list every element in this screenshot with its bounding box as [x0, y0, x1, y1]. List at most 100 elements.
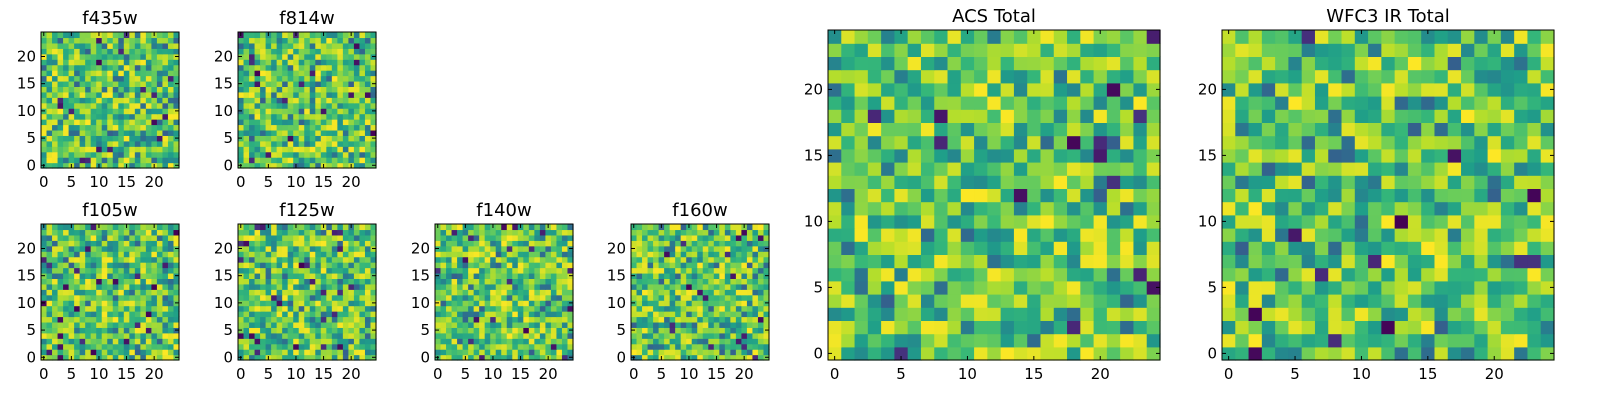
heatmap-cell [145, 113, 152, 120]
heatmap-cell [1314, 188, 1329, 203]
heatmap-cell [1222, 241, 1236, 255]
heatmap-cell [348, 75, 355, 82]
heatmap-cell [293, 124, 300, 131]
heatmap-cell [1474, 214, 1489, 229]
heatmap-cell [337, 91, 344, 98]
heatmap-cell [326, 42, 333, 49]
heatmap-cell [68, 294, 75, 301]
heatmap-cell [353, 32, 361, 39]
heatmap-cell [260, 240, 267, 247]
heatmap-cell [123, 80, 130, 87]
heatmap-cell [974, 162, 988, 176]
heatmap-cell [664, 349, 671, 356]
heatmap-cell [151, 316, 158, 323]
heatmap-cell [353, 64, 361, 71]
heatmap-cell [1487, 201, 1502, 216]
heatmap-cell [894, 320, 909, 335]
heatmap-cell [348, 251, 355, 258]
heatmap-cell [746, 251, 754, 258]
heatmap-cell [841, 333, 856, 348]
heatmap-cell [631, 251, 638, 258]
heatmap-cell [495, 294, 502, 301]
heatmap-cell [265, 75, 272, 82]
heatmap-cell [867, 320, 882, 335]
heatmap-cell [1474, 228, 1489, 242]
heatmap-cell [156, 37, 164, 44]
heatmap-cell [517, 294, 524, 301]
heatmap-cell [702, 245, 709, 252]
heatmap-cell [534, 278, 541, 285]
heatmap-cell [342, 113, 349, 120]
heatmap-cell [1500, 254, 1515, 269]
heatmap-cell [320, 42, 327, 49]
heatmap-cell [326, 245, 333, 252]
heatmap-cell [763, 224, 770, 231]
heatmap-cell [435, 256, 442, 263]
heatmap-cell [1514, 294, 1529, 308]
heatmap-cell [1354, 307, 1369, 321]
heatmap-cell [1106, 135, 1121, 150]
heatmap-cell [265, 256, 272, 263]
heatmap-cell [506, 343, 513, 350]
heatmap-cell [298, 327, 305, 334]
heatmap-cell [260, 124, 267, 131]
heatmap-cell [123, 311, 130, 318]
heatmap-cell [1421, 201, 1436, 216]
heatmap-cell [1040, 82, 1055, 97]
heatmap-cell [320, 86, 327, 93]
heatmap-cell [271, 124, 278, 131]
heatmap-cell [57, 70, 64, 77]
heatmap-cell [337, 321, 344, 328]
heatmap-cell [556, 224, 563, 231]
heatmap-cell [669, 316, 676, 323]
heatmap-cell [1000, 320, 1015, 335]
heatmap-cell [260, 135, 267, 142]
heatmap-cell [298, 53, 305, 60]
heatmap-cell [556, 327, 563, 334]
heatmap-cell [451, 305, 458, 312]
heatmap-cell [841, 320, 856, 335]
heatmap-cell [52, 97, 59, 104]
heatmap-cell [364, 48, 372, 55]
heatmap-cell [298, 311, 305, 318]
heatmap-cell [276, 251, 283, 258]
heatmap-cell [1461, 228, 1475, 242]
heatmap-cell [658, 262, 665, 269]
heatmap-cell [41, 157, 48, 164]
heatmap-cell [642, 278, 649, 285]
heatmap-cell [326, 283, 333, 290]
heatmap-cell [881, 320, 895, 335]
heatmap-cell [337, 146, 344, 153]
heatmap-cell [129, 300, 136, 307]
heatmap-cell [348, 140, 355, 147]
heatmap-cell [271, 332, 278, 339]
heatmap-cell [680, 332, 687, 339]
heatmap-cell [364, 305, 372, 312]
heatmap-cell [90, 332, 97, 339]
heatmap-cell [479, 349, 486, 356]
heatmap-cell [260, 162, 267, 169]
heatmap-cell [320, 119, 327, 126]
heatmap-cell [276, 321, 283, 328]
heatmap-cell [550, 343, 558, 350]
heatmap-cell [1000, 43, 1015, 57]
heatmap-cell [52, 151, 59, 158]
heatmap-cell [271, 354, 278, 361]
heatmap-cell [947, 188, 962, 203]
heatmap-cell [1314, 320, 1329, 335]
heatmap-cell [364, 42, 372, 49]
heatmap-cell [669, 240, 676, 247]
heatmap-cell [320, 140, 327, 147]
heatmap-cell [353, 224, 361, 231]
heatmap-cell [468, 332, 475, 339]
heatmap-cell [52, 294, 59, 301]
heatmap-cell [238, 146, 245, 153]
heatmap-cell [156, 80, 164, 87]
heatmap-cell [642, 272, 649, 279]
heatmap-cell [85, 102, 92, 109]
heatmap-cell [462, 316, 469, 323]
heatmap-cell [752, 289, 759, 296]
heatmap-cell [101, 119, 108, 126]
heatmap-cell [315, 42, 322, 49]
heatmap-cell [512, 229, 519, 236]
